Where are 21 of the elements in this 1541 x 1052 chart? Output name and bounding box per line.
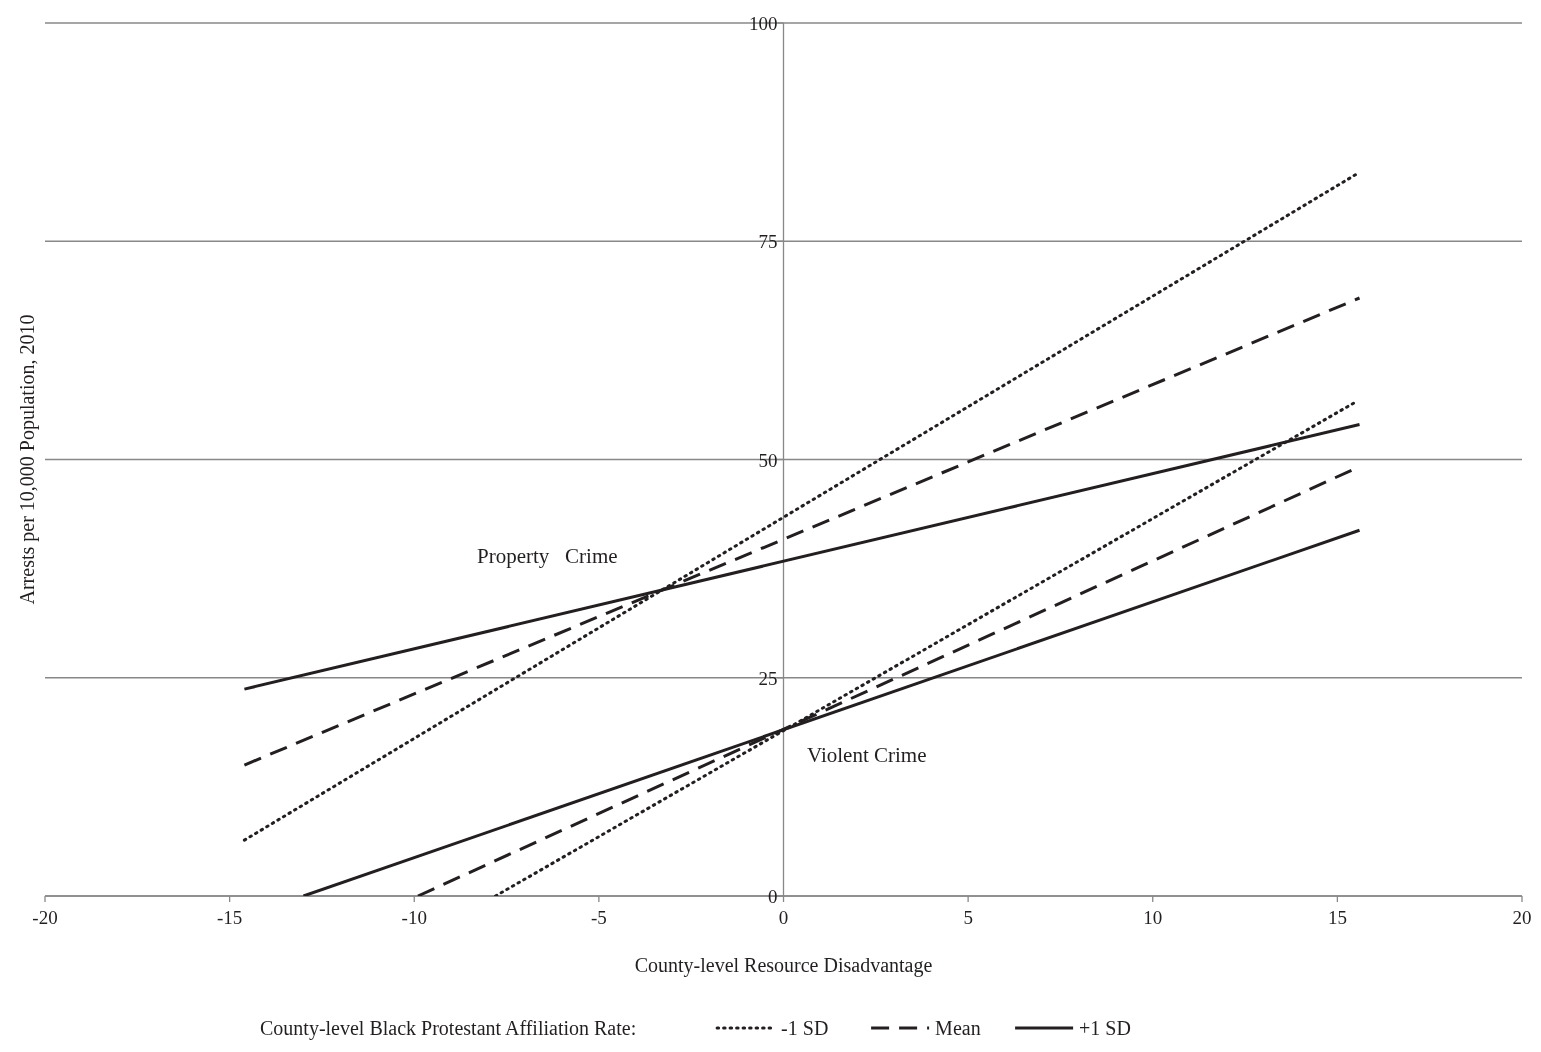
x-tick-label: 15 (1327, 907, 1347, 928)
annotation: Property Crime (477, 544, 618, 568)
x-tick-label: 10 (1143, 907, 1163, 928)
x-tick-label: -10 (401, 907, 427, 928)
x-tick-label: -5 (590, 907, 607, 928)
legend-label: +1 SD (1079, 1017, 1131, 1039)
legend-title: County-level Black Protestant Affiliation Rate: (260, 1017, 637, 1040)
x-tick-label: 5 (963, 907, 973, 928)
annotation: Violent Crime (807, 743, 927, 767)
y-tick-label: 25 (758, 667, 778, 689)
y-tick-label: 50 (758, 449, 778, 471)
y-axis-title: Arrests per 10,000 Population, 2010 (16, 314, 39, 605)
y-tick-label: 0 (768, 886, 778, 907)
legend-label: -1 SD (781, 1017, 829, 1039)
y-tick-label: 75 (758, 231, 778, 253)
legend-label: Mean (935, 1017, 981, 1039)
y-tick-label: 100 (749, 13, 778, 34)
x-tick-label: 20 (1512, 907, 1532, 928)
x-axis-title: County-level Resource Disadvantage (634, 954, 933, 977)
x-tick-label: -15 (216, 907, 243, 928)
x-tick-label: -20 (32, 907, 58, 928)
